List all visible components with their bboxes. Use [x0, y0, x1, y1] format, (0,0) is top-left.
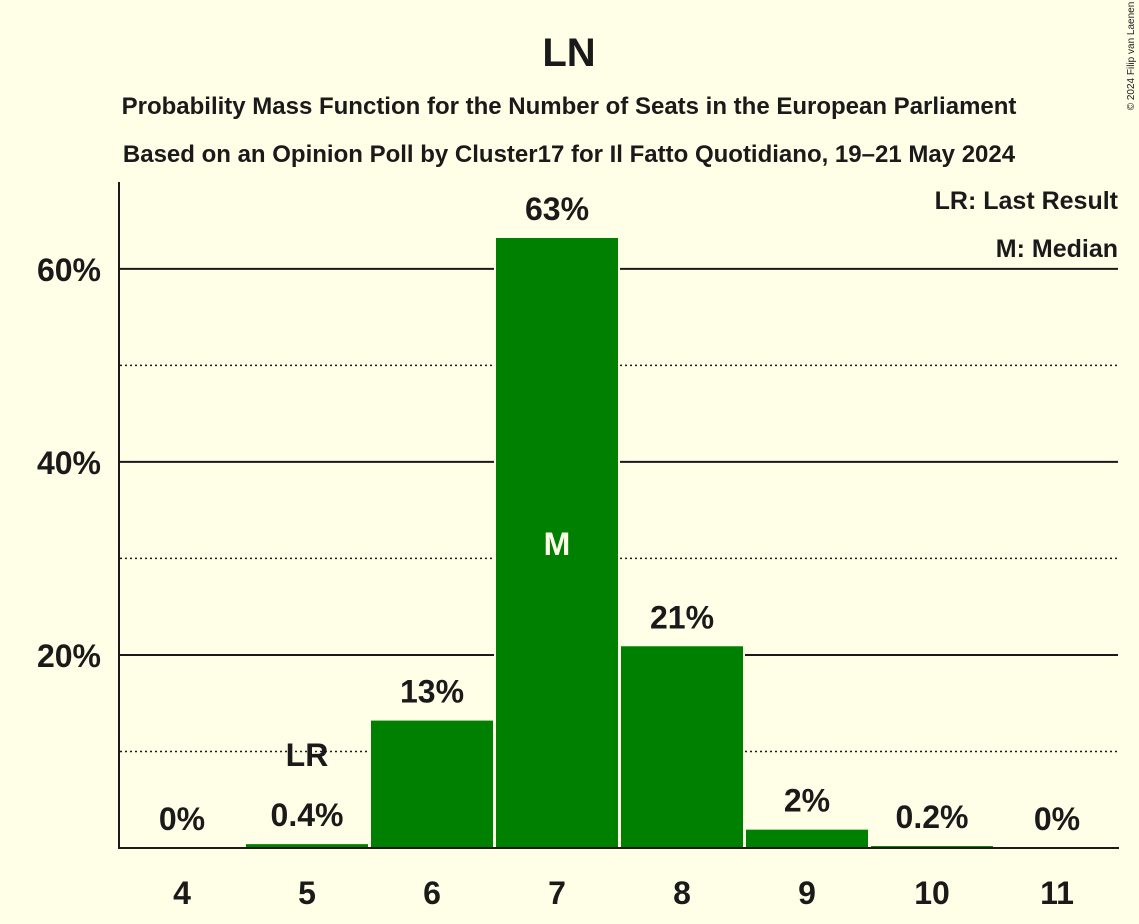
- chart-subtitle-2: Based on an Opinion Poll by Cluster17 fo…: [123, 141, 1016, 168]
- bar-seats-9: [746, 829, 868, 848]
- bar-value-label: 0.4%: [271, 797, 344, 833]
- bar-seats-8: [621, 646, 743, 848]
- legend-median: M: Median: [996, 235, 1118, 263]
- x-tick-label: 5: [298, 875, 316, 911]
- y-tick-label: 60%: [37, 252, 101, 288]
- y-tick-labels: 20% 40% 60%: [37, 252, 101, 674]
- x-tick-label: 11: [1040, 875, 1074, 911]
- median-marker: M: [544, 526, 571, 562]
- chart-subtitle-1: Probability Mass Function for the Number…: [122, 93, 1017, 120]
- bar-gap: [869, 844, 995, 848]
- bar-seats-7: [496, 237, 618, 848]
- chart-title: LN: [542, 31, 595, 75]
- bar-value-label: 2%: [784, 783, 830, 819]
- bar-seats-6: [371, 720, 493, 848]
- bar-value-label: 0%: [1034, 801, 1080, 837]
- x-tick-label: 10: [914, 875, 950, 911]
- bars: [244, 235, 995, 848]
- bar-value-label: 0.2%: [896, 799, 969, 835]
- x-tick-label: 9: [798, 875, 816, 911]
- bar-seats-5: [246, 844, 368, 848]
- last-result-marker: LR: [286, 737, 329, 773]
- x-tick-label: 7: [548, 875, 566, 911]
- bar-value-label: 13%: [400, 674, 464, 710]
- legend-last-result: LR: Last Result: [935, 187, 1119, 215]
- bar-labels: 0% 0.4% LR 13% 63% M 21% 2% 0.2% 0%: [159, 191, 1080, 837]
- x-tick-label: 4: [173, 875, 191, 911]
- bar-value-label: 21%: [650, 599, 714, 635]
- bar-value-label: 0%: [159, 801, 205, 837]
- copyright-text: © 2024 Filip van Laenen: [1126, 2, 1137, 111]
- y-tick-label: 20%: [37, 638, 101, 674]
- x-tick-label: 8: [673, 875, 691, 911]
- bar-value-label: 63%: [525, 191, 589, 227]
- x-tick-label: 6: [423, 875, 441, 911]
- y-tick-label: 40%: [37, 445, 101, 481]
- x-tick-labels: 4 5 6 7 8 9 10 11: [173, 875, 1074, 911]
